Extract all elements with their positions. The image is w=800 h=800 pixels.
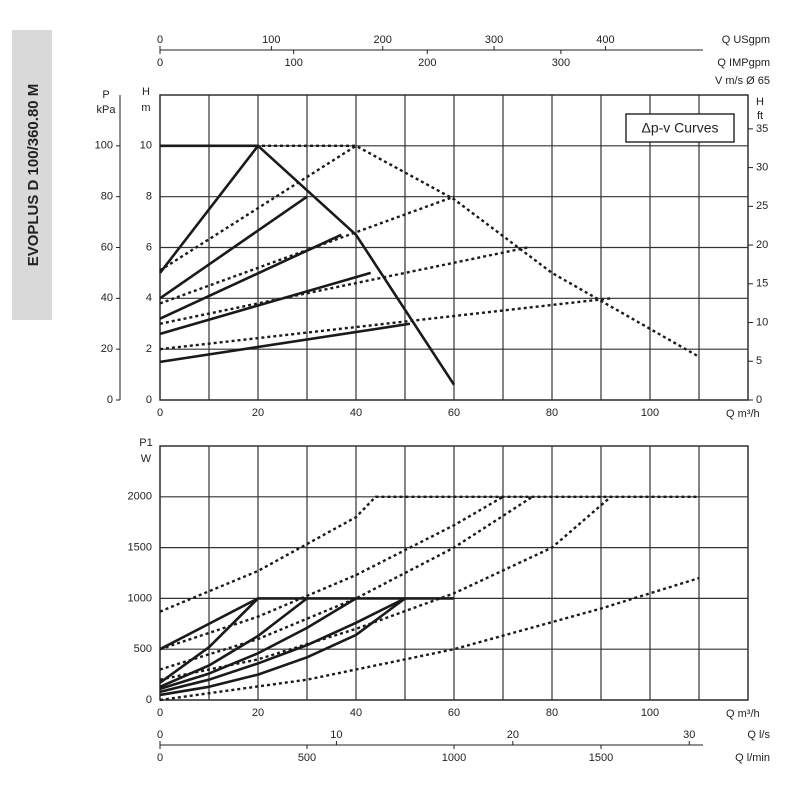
model-label-box xyxy=(12,30,52,320)
x-tick-label: 20 xyxy=(252,707,264,719)
x-axis-label: Q m³/h xyxy=(726,708,760,720)
axis-tick-label: 1000 xyxy=(442,752,466,764)
y2-tick-label: 25 xyxy=(756,200,768,212)
x-tick-label: 0 xyxy=(157,707,163,719)
curve xyxy=(159,597,406,694)
y2-tick-label: 35 xyxy=(756,123,768,135)
curve xyxy=(159,246,528,325)
curve xyxy=(159,195,455,305)
axis-tick-label: 100 xyxy=(262,34,280,46)
curve xyxy=(159,297,611,351)
axis-tick-label: 0 xyxy=(157,752,163,764)
curve xyxy=(159,597,357,691)
axis-tick-label: 400 xyxy=(596,34,614,46)
x-tick-label: 20 xyxy=(252,407,264,419)
axis-label: Q l/min xyxy=(735,752,770,764)
y-tick-label: 1500 xyxy=(128,542,152,554)
axis-tick-label: 0 xyxy=(157,34,163,46)
curve xyxy=(159,597,406,697)
y-tick-label: 2 xyxy=(146,343,152,355)
x-tick-label: 60 xyxy=(448,707,460,719)
axis-tick-label: 10 xyxy=(330,729,342,741)
curve xyxy=(159,597,259,684)
x-tick-label: 40 xyxy=(350,707,362,719)
y2-tick-label: 20 xyxy=(756,239,768,251)
y-axis-label: m xyxy=(141,102,150,114)
model-label: EVOPLUS D 100/360.80 M xyxy=(25,84,42,267)
curve xyxy=(159,495,612,681)
axis-tick-label: 20 xyxy=(101,343,113,355)
y-axis-label: H xyxy=(142,86,150,98)
y2-axis-label: H xyxy=(756,96,764,108)
x-tick-label: 0 xyxy=(157,407,163,419)
curve xyxy=(159,495,534,671)
y2-tick-label: 5 xyxy=(756,355,762,367)
y-axis-label: P1 xyxy=(139,437,152,449)
annotation: Δp-v Curves xyxy=(641,120,718,136)
curve xyxy=(159,495,699,613)
axis-tick-label: 30 xyxy=(683,729,695,741)
curve xyxy=(159,144,357,272)
curve xyxy=(159,597,308,688)
axis-tick-label: 300 xyxy=(485,34,503,46)
axis-label: Q IMPgpm xyxy=(717,57,770,69)
axis-tick-label: 60 xyxy=(101,241,113,253)
y-tick-label: 8 xyxy=(146,191,152,203)
y2-tick-label: 15 xyxy=(756,278,768,290)
axis-tick-label: 500 xyxy=(298,752,316,764)
axis-tick-label: 100 xyxy=(95,140,113,152)
y2-tick-label: 30 xyxy=(756,161,768,173)
axis-tick-label: 0 xyxy=(107,394,113,406)
axis-tick-label: 300 xyxy=(552,57,570,69)
curve xyxy=(159,233,342,320)
y-tick-label: 6 xyxy=(146,241,152,253)
y-tick-label: 4 xyxy=(146,292,152,304)
x-tick-label: 80 xyxy=(546,407,558,419)
axis-tick-label: 0 xyxy=(157,57,163,69)
x-tick-label: 100 xyxy=(641,407,659,419)
curve xyxy=(159,322,411,364)
axis-tick-label: 80 xyxy=(101,191,113,203)
x-tick-label: 80 xyxy=(546,707,558,719)
y2-tick-label: 10 xyxy=(756,316,768,328)
curve xyxy=(159,576,700,702)
y2-axis-label: ft xyxy=(757,110,763,122)
axis-label: Q USgpm xyxy=(722,34,770,46)
axis-note: V m/s Ø 65 xyxy=(715,75,770,87)
y-tick-label: 1000 xyxy=(128,592,152,604)
axis-label: kPa xyxy=(97,104,117,116)
axis-tick-label: 0 xyxy=(157,729,163,741)
axis-tick-label: 20 xyxy=(507,729,519,741)
x-tick-label: 100 xyxy=(641,707,659,719)
axis-tick-label: 100 xyxy=(284,57,302,69)
curve xyxy=(159,271,372,336)
annotation-box xyxy=(625,113,735,143)
axis-tick-label: 200 xyxy=(418,57,436,69)
y-tick-label: 10 xyxy=(140,140,152,152)
y-tick-label: 0 xyxy=(146,394,152,406)
x-axis-label: Q m³/h xyxy=(726,408,760,420)
y-axis-label: W xyxy=(141,453,152,465)
curve xyxy=(160,144,700,358)
axis-tick-label: 40 xyxy=(101,292,113,304)
axis-label: Q l/s xyxy=(747,729,770,741)
y2-tick-label: 0 xyxy=(756,394,762,406)
axis-label: P xyxy=(102,89,109,101)
x-tick-label: 40 xyxy=(350,407,362,419)
axis-tick-label: 200 xyxy=(374,34,392,46)
y-tick-label: 0 xyxy=(146,694,152,706)
x-tick-label: 60 xyxy=(448,407,460,419)
curve xyxy=(158,145,260,274)
curve xyxy=(159,495,504,651)
axis-tick-label: 1500 xyxy=(589,752,613,764)
y-tick-label: 2000 xyxy=(128,491,152,503)
curve xyxy=(159,195,308,300)
y-tick-label: 500 xyxy=(134,643,152,655)
